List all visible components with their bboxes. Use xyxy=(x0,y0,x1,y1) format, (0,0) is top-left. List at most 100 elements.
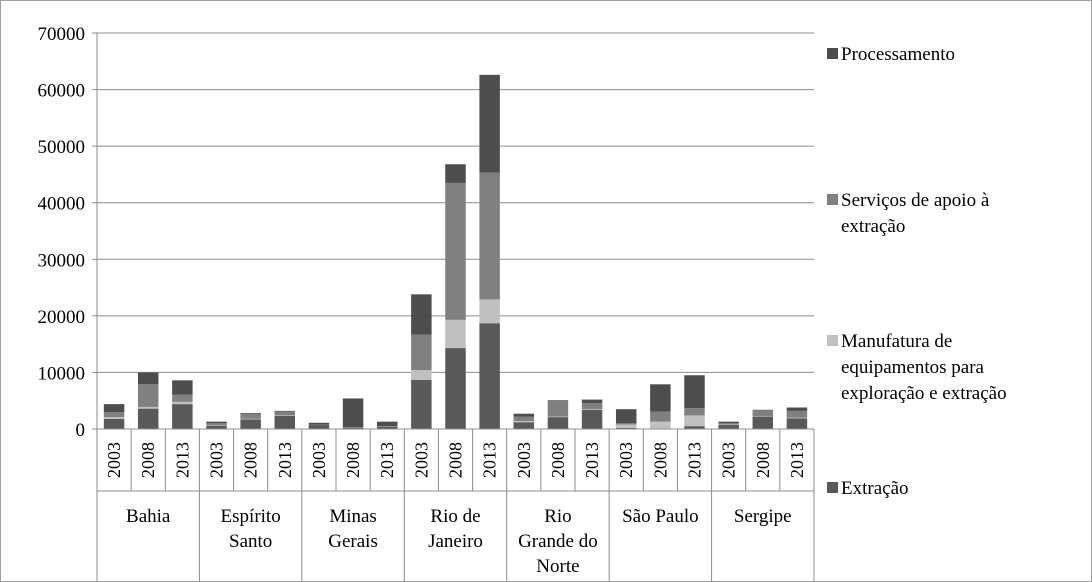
bar-segment xyxy=(342,427,364,429)
legend-swatch xyxy=(827,335,838,346)
bar-segment xyxy=(376,426,398,427)
year-tick-label: 2008 xyxy=(241,442,261,478)
region-label: Bahia xyxy=(126,506,171,527)
legend-swatch xyxy=(827,48,838,59)
bar-segment xyxy=(650,384,671,412)
bar-segment xyxy=(342,398,364,428)
bar-segment xyxy=(615,423,637,425)
bar-segment xyxy=(376,421,398,427)
year-tick-label: 2008 xyxy=(650,442,670,478)
bar-segment xyxy=(479,323,500,429)
bar-segment xyxy=(172,401,193,405)
year-tick-label: 2003 xyxy=(616,442,636,478)
bar-segment xyxy=(615,409,637,424)
year-tick-label: 2003 xyxy=(104,442,124,478)
y-tick-label: 20000 xyxy=(38,307,86,328)
year-tick-label: 2013 xyxy=(480,442,500,478)
bars xyxy=(103,74,808,429)
region-label: Minas xyxy=(329,506,377,527)
bar-segment xyxy=(103,418,125,429)
bar-segment xyxy=(479,172,500,300)
bar-segment xyxy=(240,418,261,420)
bar-segment xyxy=(308,425,330,429)
bar-segment xyxy=(513,421,535,423)
bar-segment xyxy=(411,294,432,335)
year-tick-label: 2003 xyxy=(719,442,739,478)
bar-segment xyxy=(206,425,227,426)
y-tick-label: 50000 xyxy=(38,137,86,158)
bar-segment xyxy=(581,409,603,429)
bar-segment xyxy=(206,425,227,429)
year-tick-label: 2003 xyxy=(309,442,329,478)
region-label: Grande do xyxy=(518,531,598,552)
legend-entry-label: Manufatura de xyxy=(841,331,952,352)
bar-segment xyxy=(308,422,330,425)
bar-segment xyxy=(513,422,535,429)
bar-segment xyxy=(547,416,569,418)
bar-segment xyxy=(513,413,535,417)
year-tick-label: 2008 xyxy=(343,442,363,478)
y-tick-label: 0 xyxy=(76,420,86,441)
bar-segment xyxy=(581,399,603,403)
region-label: Espírito xyxy=(221,506,281,527)
bar-segment xyxy=(411,334,432,371)
region-label: Sergipe xyxy=(734,506,792,527)
bar-segment xyxy=(445,319,466,349)
region-label: Gerais xyxy=(328,531,378,552)
bar-segment xyxy=(103,417,125,419)
bar-segment xyxy=(137,372,159,385)
bar-segment xyxy=(411,379,432,429)
y-tick-label: 30000 xyxy=(38,250,86,271)
region-label: Janeiro xyxy=(428,531,483,552)
bar-segment xyxy=(308,424,330,426)
bar-segment xyxy=(479,74,500,173)
bar-segment xyxy=(718,423,739,425)
bar-segment xyxy=(581,409,603,410)
bar-segment xyxy=(206,421,227,424)
region-label: Rio de xyxy=(430,506,480,527)
y-tick-label: 70000 xyxy=(38,24,86,45)
bar-segment xyxy=(650,421,671,429)
bar-segment xyxy=(684,375,705,409)
bar-segment xyxy=(137,408,159,429)
y-tick-labels: 0 10000 20000 30000 40000 50000 60000 70000 xyxy=(38,24,86,441)
region-label: Norte xyxy=(536,556,579,577)
x-category-labels: 2003 2008 2013 2003 2008 2013 2003 2008 2013 2003… xyxy=(96,429,815,581)
bar-segment xyxy=(786,407,808,411)
legend-entry-label: Extração xyxy=(841,478,909,499)
y-tick-label: 40000 xyxy=(38,194,86,215)
bar-segment xyxy=(718,421,739,424)
bar-segment xyxy=(274,411,296,416)
bar-segment xyxy=(479,299,500,324)
year-tick-label: 2013 xyxy=(685,442,705,478)
bar-segment xyxy=(581,402,603,410)
legend-entry-label: equipamentos para xyxy=(841,357,985,378)
legend-entry-label: exploração e extração xyxy=(841,383,1007,404)
bar-segment xyxy=(547,400,569,417)
bar-segment xyxy=(172,394,193,402)
bar-segment xyxy=(103,404,125,413)
bar-segment xyxy=(172,404,193,429)
legend-entry-label: Serviços de apoio à xyxy=(841,190,990,211)
legend-swatch xyxy=(827,194,838,205)
legend-swatch xyxy=(827,482,838,493)
bar-segment xyxy=(547,417,569,429)
bar-segment xyxy=(274,410,296,412)
bar-segment xyxy=(274,415,296,429)
bar-segment xyxy=(786,418,808,429)
bar-segment xyxy=(445,182,466,320)
bar-segment xyxy=(684,408,705,416)
bar-segment xyxy=(718,424,739,426)
bar-segment xyxy=(752,416,774,429)
bar-segment xyxy=(342,427,364,428)
bar-segment xyxy=(137,384,159,407)
bar-segment xyxy=(752,410,774,416)
bar-segment xyxy=(206,423,227,426)
year-tick-label: 2013 xyxy=(787,442,807,478)
year-tick-label: 2013 xyxy=(275,442,295,478)
bar-segment xyxy=(752,409,774,411)
region-label: São Paulo xyxy=(622,506,699,527)
bar-segment xyxy=(376,426,398,429)
